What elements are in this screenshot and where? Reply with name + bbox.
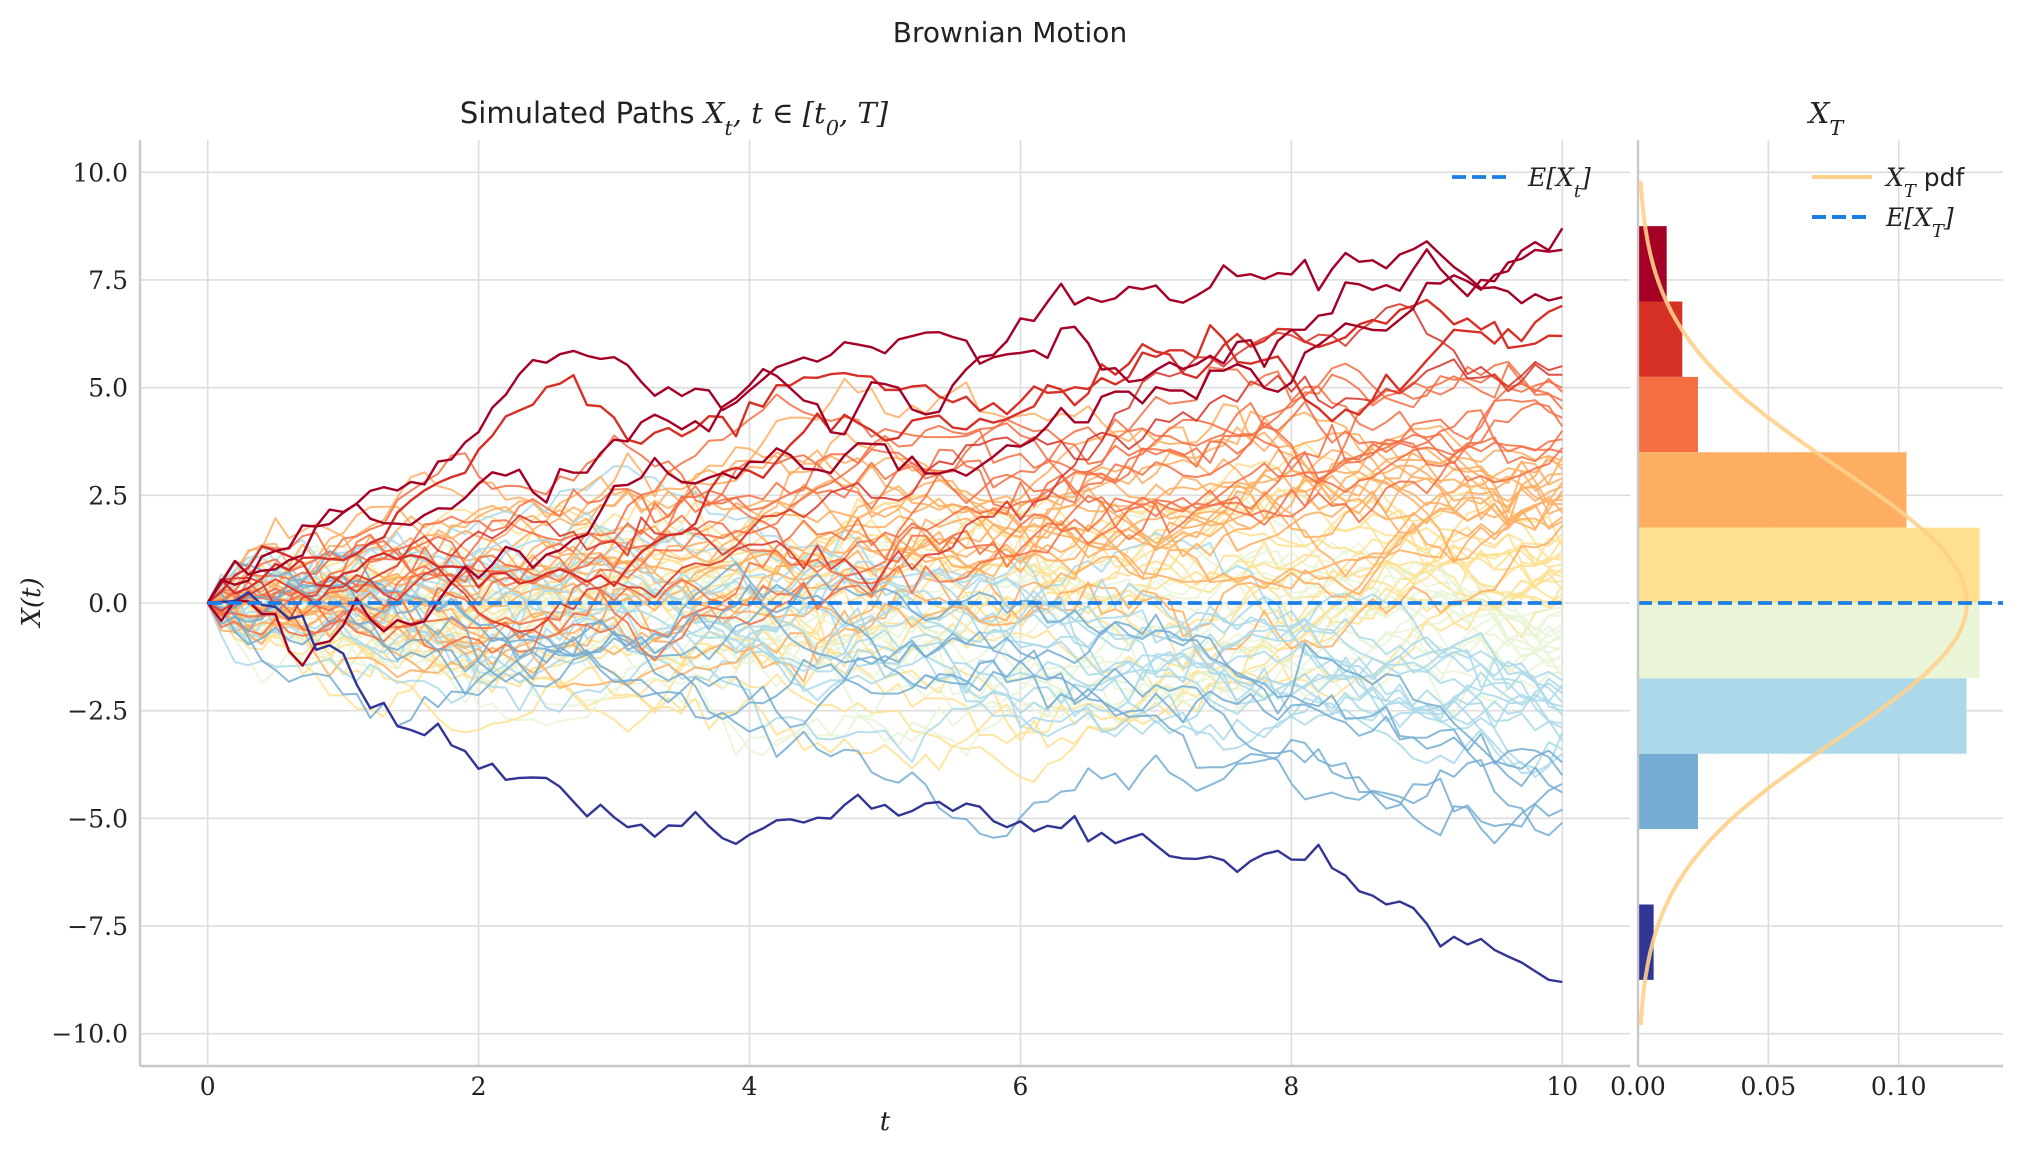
path-line [207, 372, 1564, 614]
hist-bar [1638, 678, 1967, 754]
path-line [206, 227, 1564, 667]
path-line [206, 248, 1563, 604]
main-y-tick-label: −7.5 [67, 912, 128, 941]
path-line [206, 304, 1563, 604]
path-line [207, 591, 1563, 984]
path-line [206, 360, 1563, 604]
hist-legend-label: XT pdf [1884, 163, 1966, 202]
hist-bar [1638, 452, 1907, 528]
main-x-tick-label: 0 [200, 1072, 216, 1101]
hist-bar [1638, 527, 1980, 603]
main-spines [138, 140, 1630, 1068]
hist-bar [1638, 301, 1683, 377]
main-title: Simulated Paths Xt, t ∈ [t0, T] [460, 96, 889, 140]
path-line [207, 402, 1564, 640]
path-line [207, 358, 1563, 633]
hist-bar [1638, 603, 1980, 679]
path-line [207, 426, 1563, 666]
path-line [206, 303, 1563, 622]
hist-legend-label: E[XT] [1885, 203, 1954, 242]
path-line [207, 436, 1563, 604]
path-line [207, 588, 1563, 758]
path-line [206, 460, 1563, 679]
hist-bar [1638, 376, 1698, 453]
path-line [207, 363, 1563, 617]
hist-title: XT [1807, 96, 1846, 140]
main-y-tick-label: −10.0 [51, 1020, 128, 1049]
path-line [206, 240, 1563, 604]
main-legend: E[Xt] [1452, 163, 1591, 202]
path-line [206, 410, 1563, 604]
main-y-tick-label: 5.0 [88, 374, 128, 403]
main-x-tick-label: 8 [1283, 1072, 1299, 1101]
path-line [207, 537, 1564, 734]
path-line [207, 458, 1563, 617]
path-line [207, 572, 1563, 770]
hist-bar [1638, 753, 1698, 830]
hist-spines [1636, 140, 2003, 1068]
path-line [207, 524, 1564, 670]
path-line [207, 418, 1564, 625]
path-line [207, 430, 1563, 646]
path-line [207, 602, 1563, 845]
path-line [207, 579, 1564, 776]
path-line [207, 571, 1564, 711]
main-y-ticks: 10.0 7.5 5.0 2.5 0.0 −2.5 −5.0 −7.5 −10.0 [51, 158, 128, 1048]
path-line [206, 561, 1563, 828]
path-line [207, 582, 1563, 837]
main-y-tick-label: 7.5 [88, 266, 128, 295]
path-line [206, 490, 1564, 604]
path-line [207, 424, 1564, 690]
main-y-tick-label: −2.5 [67, 697, 128, 726]
main-y-label: X(t) [17, 577, 47, 628]
main-panel: Simulated Paths Xt, t ∈ [t0, T] 0 2 4 6 8 10 … [17, 96, 1630, 1137]
main-x-tick-label: 2 [471, 1072, 487, 1101]
path-line [206, 298, 1563, 604]
path-line [207, 409, 1563, 654]
main-x-ticks: 0 2 4 6 8 10 [200, 1072, 1578, 1101]
path-line [207, 585, 1564, 748]
main-x-tick-label: 4 [742, 1072, 758, 1101]
main-x-tick-label: 6 [1013, 1072, 1029, 1101]
hist-x-tick-label: 0.05 [1741, 1072, 1797, 1101]
main-x-label: t [880, 1107, 891, 1137]
main-x-tick-label: 10 [1546, 1072, 1578, 1101]
hist-x-ticks: 0.00 0.05 0.10 [1610, 1072, 1926, 1101]
main-title-text: Simulated Paths Xt, t ∈ [t0, T] [460, 96, 889, 140]
hist-x-tick-label: 0.00 [1610, 1072, 1666, 1101]
path-line [207, 528, 1564, 741]
suptitle: Brownian Motion [893, 16, 1127, 49]
main-y-tick-label: 0.0 [88, 589, 128, 618]
hist-x-tick-label: 0.10 [1871, 1072, 1927, 1101]
path-line [206, 580, 1563, 775]
main-legend-label: E[Xt] [1527, 163, 1591, 202]
main-y-tick-label: 2.5 [88, 481, 128, 510]
main-y-tick-label: −5.0 [67, 804, 128, 833]
path-line [207, 539, 1563, 732]
path-line [207, 380, 1563, 618]
main-paths [206, 227, 1564, 984]
main-y-tick-label: 10.0 [72, 158, 128, 187]
path-line [207, 377, 1563, 624]
